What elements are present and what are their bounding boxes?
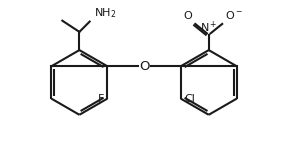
Text: N$^+$: N$^+$ xyxy=(200,20,218,35)
Text: NH$_2$: NH$_2$ xyxy=(94,7,117,20)
Text: O$^-$: O$^-$ xyxy=(225,9,243,21)
Text: Cl: Cl xyxy=(184,94,195,104)
Text: O: O xyxy=(139,60,149,73)
Text: F: F xyxy=(98,94,104,104)
Text: O: O xyxy=(183,11,192,21)
